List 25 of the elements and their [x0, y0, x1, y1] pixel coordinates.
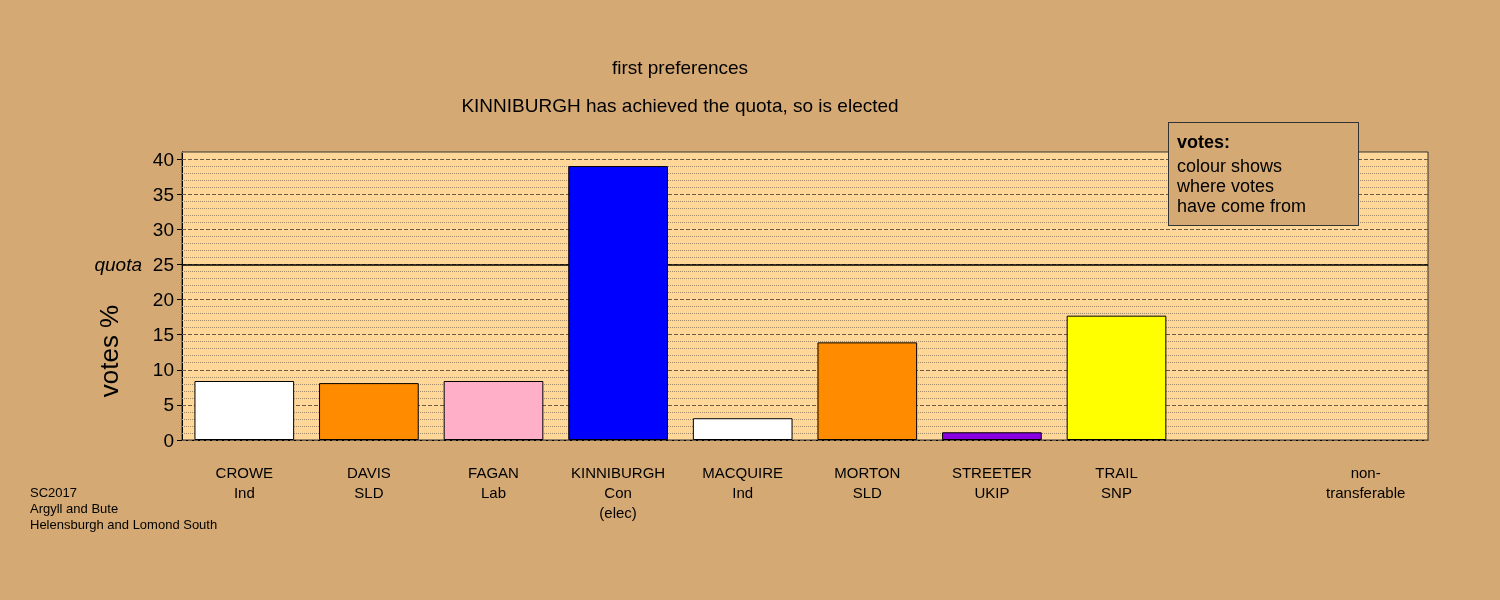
- chart-subtitle: KINNIBURGH has achieved the quota, so is elected: [461, 95, 899, 116]
- x-tick-label: CROWE Ind: [215, 463, 274, 501]
- y-tick-label: 0: [163, 429, 174, 451]
- x-tick-label: KINNIBURGH Con (elec): [571, 463, 666, 521]
- x-tick-label: MACQUIRE Ind: [702, 463, 784, 501]
- annotation: votes: colour shows where votes have come from: [1177, 132, 1308, 216]
- y-axis-title: votes %: [94, 304, 124, 398]
- y-tick-label: 40: [152, 148, 174, 170]
- x-tick-label: DAVIS SLD: [346, 463, 391, 501]
- text: SC2017 Argyll and Bute Helensburgh and Lomond South: [30, 484, 218, 532]
- x-tick-label: non- transferable: [1326, 463, 1406, 501]
- note-box: votes: colour shows where votes have come from: [1168, 122, 1359, 226]
- y-tick-label: 5: [163, 394, 174, 416]
- y-tick-label: 30: [152, 218, 174, 240]
- x-tick-label: TRAIL SNP: [1095, 463, 1138, 501]
- x-tick-label: STREETER UKIP: [951, 463, 1033, 501]
- x-tick-label: MORTON SLD: [834, 463, 901, 501]
- ref-line-label: quota: [94, 253, 142, 275]
- y-tick-label: 25: [152, 253, 174, 275]
- y-tick-label: 10: [152, 359, 174, 381]
- x-tick-label: FAGAN Lab: [468, 463, 519, 501]
- y-tick-label: 35: [152, 183, 174, 205]
- y-tick-label: 15: [152, 324, 174, 346]
- chart-title: first preferences: [611, 57, 749, 78]
- y-tick-label: 20: [152, 289, 174, 311]
